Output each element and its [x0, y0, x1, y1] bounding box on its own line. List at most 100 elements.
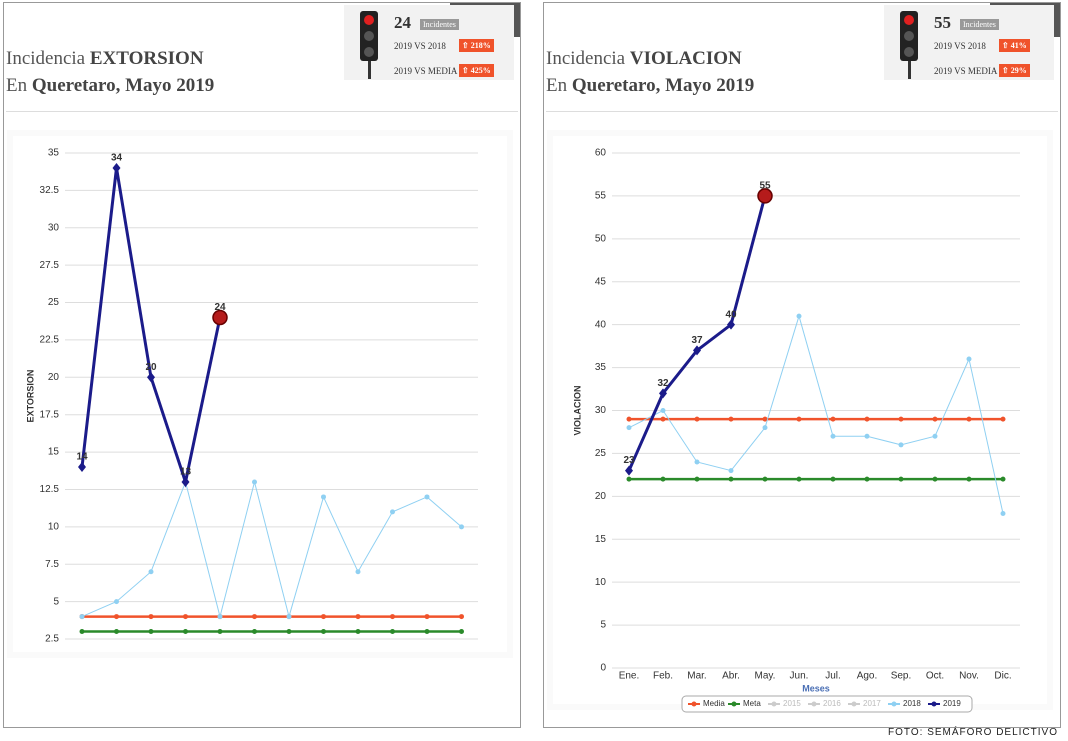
y-tick-label: 15 — [595, 534, 607, 545]
pct-badge: ⇧ 425% — [459, 64, 494, 77]
separator — [6, 111, 518, 112]
point — [114, 614, 119, 620]
point — [727, 319, 735, 330]
point — [252, 479, 257, 485]
point — [252, 629, 257, 635]
y-tick-label: 10 — [595, 577, 607, 588]
point — [898, 442, 904, 448]
data-label: 24 — [214, 302, 226, 313]
data-label: 13 — [180, 467, 192, 478]
point — [78, 462, 86, 473]
point — [114, 599, 119, 605]
location: Queretaro, — [571, 75, 661, 96]
point — [181, 476, 190, 487]
y-tick-label: 30 — [48, 222, 60, 233]
title-prefix: Incidencia — [546, 48, 626, 69]
x-tick-label: Oct. — [926, 671, 944, 682]
point — [694, 476, 700, 482]
point — [286, 629, 292, 635]
series-line — [628, 314, 1004, 514]
highlight-point — [757, 188, 773, 204]
compare: 2019 VS 2018 — [934, 41, 986, 51]
y-tick-label: 25 — [48, 297, 60, 308]
point — [183, 614, 188, 620]
legend-marker — [771, 701, 777, 707]
loc-prefix: En — [546, 75, 568, 96]
point — [864, 416, 870, 422]
legend-label: 2019 — [943, 699, 961, 708]
point — [1000, 416, 1006, 422]
count-label: Incidentes — [420, 19, 459, 30]
legend-label: 2016 — [823, 699, 841, 708]
point — [728, 416, 734, 422]
legend-marker — [731, 701, 737, 707]
point — [321, 629, 326, 635]
y-axis-label: EXTORSION — [25, 370, 35, 423]
x-tick-label: Feb. — [653, 671, 673, 682]
y-tick-label: 2.5 — [45, 634, 59, 645]
x-axis-label: Meses — [802, 683, 830, 693]
count: 55 — [934, 13, 951, 32]
count: 24 — [394, 13, 411, 32]
point — [355, 614, 361, 620]
traffic-light — [900, 11, 918, 61]
point — [424, 629, 430, 635]
compare: 2019 VS MEDIA — [934, 66, 998, 76]
x-tick-label: Ene. — [619, 671, 640, 682]
point — [864, 433, 870, 439]
point — [148, 629, 154, 635]
point — [626, 416, 632, 422]
pct-badge: ⇧ 41% — [999, 39, 1030, 52]
point — [762, 425, 768, 431]
point — [932, 416, 938, 422]
y-tick-label: 12.5 — [40, 484, 60, 495]
y-tick-label: 20 — [48, 372, 60, 383]
point — [286, 614, 292, 620]
separator — [546, 111, 1058, 112]
legend-label: 2015 — [783, 699, 801, 708]
legend-label: 2018 — [903, 699, 921, 708]
point — [1000, 511, 1006, 516]
compare: 2019 VS MEDIA — [394, 66, 458, 76]
pct: 218% — [470, 41, 491, 50]
x-tick-label: Nov. — [959, 671, 979, 682]
y-tick-label: 40 — [595, 319, 607, 330]
pole — [368, 61, 371, 79]
point — [79, 629, 85, 635]
x-tick-label: Ago. — [857, 671, 878, 682]
y-tick-label: 50 — [595, 233, 607, 244]
x-tick-label: Abr. — [722, 671, 740, 682]
point — [459, 614, 464, 620]
point — [898, 476, 904, 482]
legend-label: Meta — [743, 699, 761, 708]
point — [864, 476, 870, 482]
point — [148, 614, 154, 620]
point — [626, 476, 632, 482]
x-tick-label: Sep. — [891, 671, 912, 682]
point — [830, 416, 836, 422]
point — [762, 416, 768, 422]
period: Mayo 2019 — [125, 75, 215, 96]
legend-marker — [811, 701, 817, 707]
point — [355, 629, 361, 635]
y-tick-label: 35 — [595, 362, 607, 373]
point — [355, 569, 361, 575]
data-label: 20 — [145, 362, 157, 373]
point — [147, 372, 155, 383]
point — [321, 614, 326, 620]
pct-badge: ⇧ 218% — [459, 39, 494, 52]
point — [459, 524, 464, 530]
pct-badge: ⇧ 29% — [999, 64, 1030, 77]
point — [625, 465, 633, 476]
y-tick-label: 20 — [595, 491, 607, 502]
data-label: 34 — [111, 153, 123, 164]
summary-box: 55 Incidentes 2019 VS 2018 ⇧ 41% 2019 VS… — [884, 5, 1054, 80]
count-label: Incidentes — [960, 19, 999, 30]
point — [932, 476, 938, 482]
legend-marker — [931, 701, 937, 707]
point — [898, 416, 904, 422]
period: Mayo 2019 — [665, 75, 755, 96]
y-tick-label: 55 — [595, 191, 607, 202]
point — [660, 476, 666, 482]
point — [79, 614, 85, 620]
